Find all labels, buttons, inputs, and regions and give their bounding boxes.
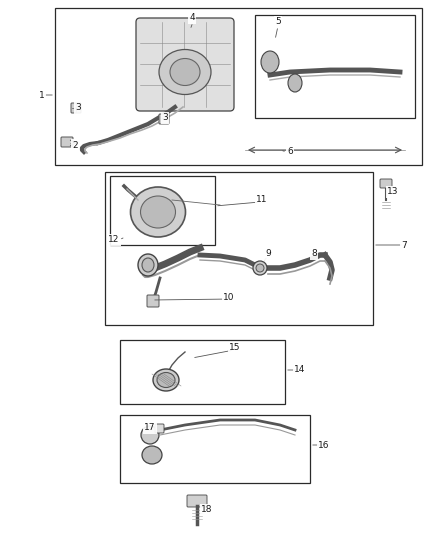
Ellipse shape: [141, 196, 176, 228]
Text: 10: 10: [223, 293, 235, 302]
FancyBboxPatch shape: [380, 179, 392, 188]
Text: 16: 16: [318, 440, 330, 449]
Ellipse shape: [170, 59, 200, 85]
Text: 5: 5: [275, 18, 281, 27]
Text: 15: 15: [229, 343, 241, 352]
Bar: [105, 172, 373, 325]
Text: 8: 8: [311, 249, 317, 259]
Ellipse shape: [131, 187, 186, 237]
Text: 3: 3: [162, 114, 168, 123]
Text: 11: 11: [256, 196, 268, 205]
Text: 3: 3: [75, 103, 81, 112]
FancyBboxPatch shape: [187, 495, 207, 507]
Bar: [255, 15, 415, 118]
Text: 13: 13: [387, 188, 399, 197]
Text: 18: 18: [201, 505, 213, 514]
Ellipse shape: [153, 369, 179, 391]
FancyBboxPatch shape: [136, 18, 234, 111]
Text: 2: 2: [72, 141, 78, 149]
Bar: [55, 8, 422, 165]
Ellipse shape: [288, 74, 302, 92]
Text: 9: 9: [265, 249, 271, 259]
Ellipse shape: [138, 254, 158, 276]
Ellipse shape: [142, 258, 154, 272]
Text: 4: 4: [189, 13, 195, 22]
FancyBboxPatch shape: [159, 114, 169, 124]
FancyBboxPatch shape: [147, 295, 159, 307]
Ellipse shape: [142, 446, 162, 464]
Ellipse shape: [141, 426, 159, 444]
Text: 17: 17: [144, 424, 156, 432]
Text: 12: 12: [108, 236, 120, 245]
Text: 1: 1: [39, 91, 45, 100]
Text: 14: 14: [294, 366, 306, 375]
Ellipse shape: [159, 50, 211, 94]
Bar: [120, 415, 310, 483]
Bar: [110, 176, 215, 245]
FancyBboxPatch shape: [71, 103, 81, 113]
Ellipse shape: [253, 261, 267, 275]
FancyBboxPatch shape: [61, 137, 73, 147]
Ellipse shape: [157, 373, 175, 387]
Ellipse shape: [261, 51, 279, 73]
Text: 7: 7: [401, 240, 407, 249]
Text: 6: 6: [287, 148, 293, 157]
Bar: [120, 340, 285, 404]
FancyBboxPatch shape: [155, 424, 164, 433]
Ellipse shape: [256, 264, 264, 272]
